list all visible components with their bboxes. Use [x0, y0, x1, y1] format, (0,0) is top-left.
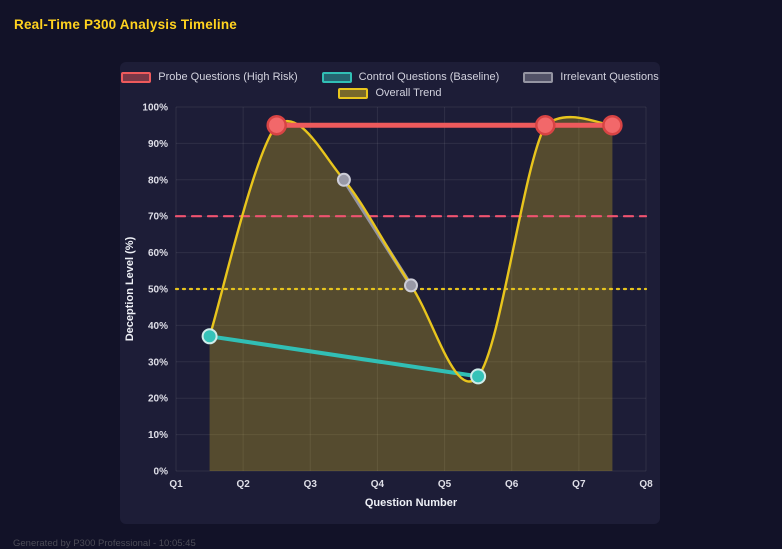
legend-label: Probe Questions (High Risk)	[158, 71, 298, 83]
axis-tick-labels: Q1 Q2 Q3 Q4 Q5 Q6 Q7 Q8 0% 10% 20% 30% 40% 50% 60% 70% 8…	[142, 103, 653, 491]
svg-text:100%: 100%	[142, 103, 168, 114]
legend-swatch	[338, 87, 369, 99]
svg-text:20%: 20%	[148, 394, 168, 405]
footer-note: Generated by P300 Professional - 10:05:4…	[13, 538, 196, 549]
legend-item-probe-questions-high-risk[interactable]: Probe Questions (High Risk)	[121, 71, 298, 83]
legend-item-irrelevant-questions[interactable]: Irrelevant Questions	[523, 71, 659, 83]
p300-timeline-chart: Q1 Q2 Q3 Q4 Q5 Q6 Q7 Q8 0% 10% 20% 30% 40% 50% 60% 70% 8…	[124, 103, 653, 510]
svg-text:Q4: Q4	[371, 479, 385, 490]
svg-text:Q8: Q8	[639, 479, 653, 490]
x-axis-label: Question Number	[365, 497, 458, 509]
svg-text:Q3: Q3	[304, 479, 318, 490]
legend-label: Overall Trend	[375, 87, 442, 99]
svg-text:Q5: Q5	[438, 479, 452, 490]
svg-text:30%: 30%	[148, 357, 168, 368]
chart-panel: Probe Questions (High Risk) Control Quest…	[120, 62, 660, 524]
legend-label: Irrelevant Questions	[560, 71, 659, 83]
svg-text:70%: 70%	[148, 212, 168, 223]
legend-item-control-questions-baseline[interactable]: Control Questions (Baseline)	[321, 71, 500, 83]
svg-text:60%: 60%	[148, 248, 168, 259]
svg-text:Q2: Q2	[236, 479, 250, 490]
legend-label: Control Questions (Baseline)	[358, 71, 500, 83]
data-point-markers	[201, 114, 623, 385]
page-title: Real-Time P300 Analysis Timeline	[14, 17, 238, 32]
threshold-lines	[174, 215, 648, 291]
svg-text:Q7: Q7	[572, 479, 586, 490]
svg-text:10%: 10%	[148, 430, 168, 441]
legend-swatch	[523, 71, 554, 83]
svg-text:90%: 90%	[148, 139, 168, 150]
svg-text:Q1: Q1	[169, 479, 183, 490]
y-axis-label: Deception Level (%)	[124, 236, 136, 341]
legend-item-overall-trend[interactable]: Overall Trend	[338, 87, 442, 99]
chart-legend: Probe Questions (High Risk) Control Quest…	[120, 62, 660, 99]
svg-text:50%: 50%	[148, 285, 168, 296]
svg-text:40%: 40%	[148, 321, 168, 332]
svg-text:0%: 0%	[154, 467, 169, 478]
trend-fill-area	[209, 117, 613, 471]
legend-row: Probe Questions (High Risk) Control Quest…	[121, 71, 659, 83]
svg-text:80%: 80%	[148, 175, 168, 186]
legend-swatch	[321, 71, 352, 83]
legend-row: Overall Trend	[338, 87, 442, 99]
legend-swatch	[121, 71, 152, 83]
svg-text:Q6: Q6	[505, 479, 519, 490]
